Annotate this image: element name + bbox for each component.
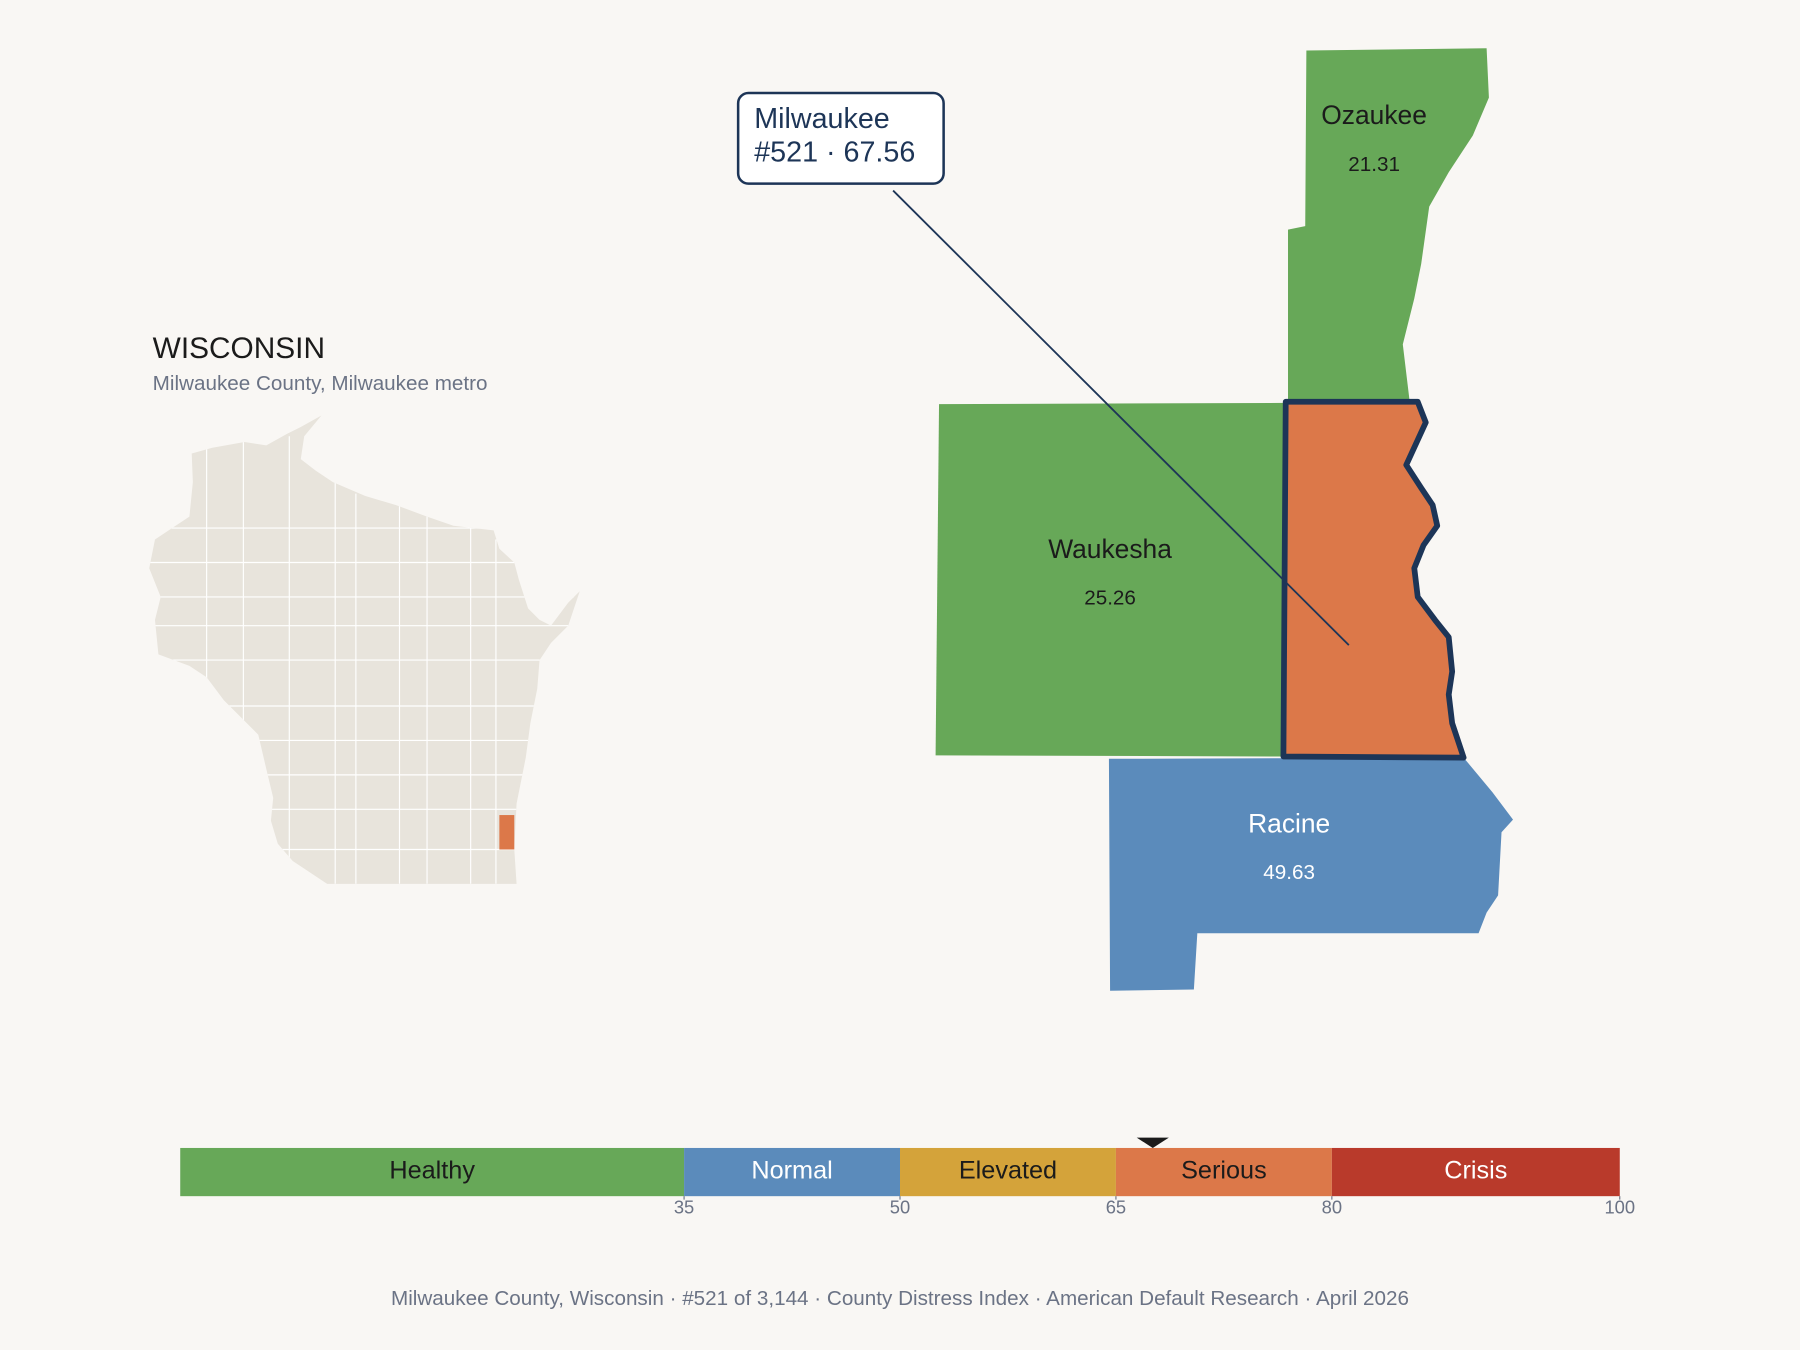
- state-subtitle: Milwaukee County, Milwaukee metro: [153, 372, 488, 395]
- scale-tick-label: 35: [674, 1197, 694, 1218]
- scale-tick-label: 65: [1106, 1197, 1126, 1218]
- scale-band: [900, 1147, 1116, 1197]
- scale-tick-label: 50: [890, 1197, 910, 1218]
- scale-band-label: Normal: [751, 1157, 832, 1185]
- scale-tick-label: 100: [1604, 1197, 1635, 1218]
- county-borders: [149, 436, 574, 884]
- scale-band-label: Elevated: [959, 1157, 1057, 1185]
- scale-band: [1115, 1147, 1332, 1197]
- county-shape: [1288, 48, 1489, 402]
- county-shape: [1108, 757, 1514, 991]
- county-value: 49.63: [1263, 861, 1315, 884]
- county-shape: [1280, 398, 1467, 761]
- county-value: 21.31: [1348, 153, 1400, 176]
- state-highlight: [499, 815, 515, 850]
- scale-band: [180, 1147, 685, 1197]
- scale-pointer: [1136, 1137, 1169, 1148]
- callout-text: Milwaukee: [754, 103, 890, 135]
- county-value: 25.26: [1084, 587, 1136, 610]
- county-shape: [935, 402, 1286, 757]
- county-name: Ozaukee: [1321, 100, 1427, 130]
- scale-band: [684, 1147, 900, 1197]
- scale-tick-label: 80: [1322, 1197, 1342, 1218]
- scale-band-label: Serious: [1181, 1157, 1267, 1185]
- callout-leader: [892, 189, 1350, 646]
- state-shape: [149, 415, 580, 884]
- footer: Milwaukee County, Wisconsin · #521 of 3,…: [391, 1287, 1409, 1310]
- county-name: Racine: [1248, 808, 1330, 838]
- scale-band-label: Crisis: [1444, 1157, 1507, 1185]
- scale-band: [1331, 1147, 1620, 1197]
- callout-box: [736, 91, 945, 185]
- scale-band-label: Healthy: [389, 1157, 475, 1185]
- scale-bar: Healthy Normal Elevated Serious Crisis 35 50 65…: [180, 1137, 1635, 1218]
- counties: Ozaukee 21.31 Waukesha 25.26 Racine 49.63 Milw…: [499, 48, 1514, 991]
- callout-text: #521 · 67.56: [754, 136, 915, 168]
- state-title: WISCONSIN: [153, 332, 325, 365]
- county-name: Waukesha: [1048, 534, 1172, 564]
- state-outline: [149, 415, 580, 884]
